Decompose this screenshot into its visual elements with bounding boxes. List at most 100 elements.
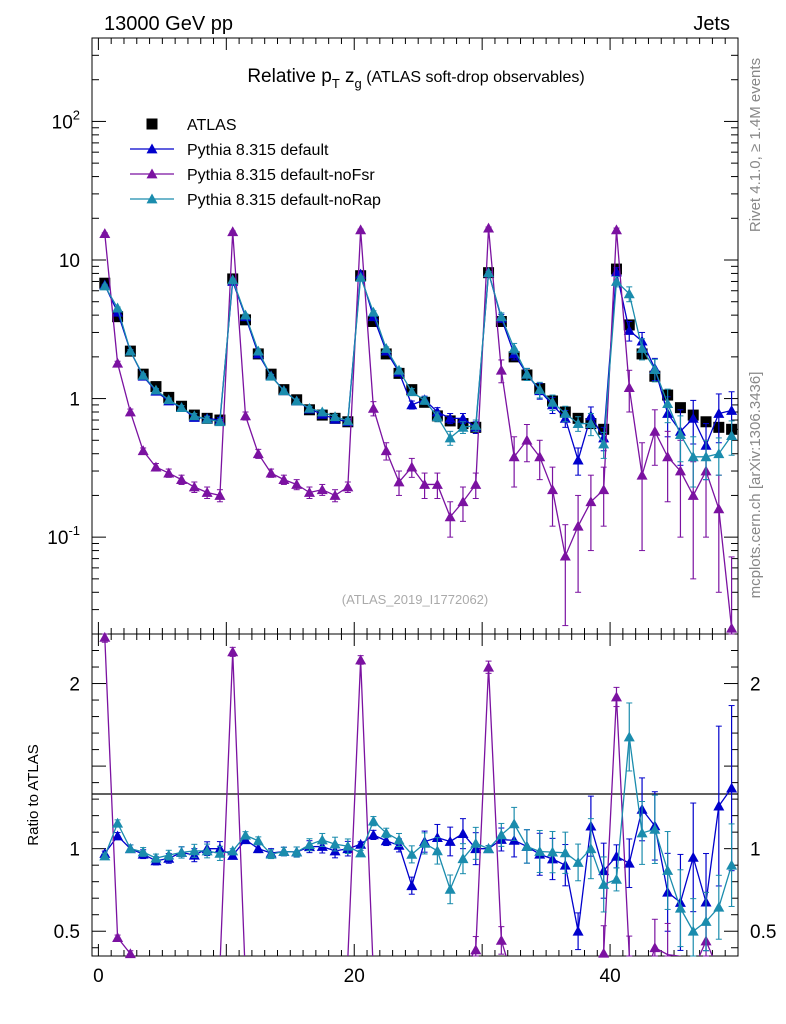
data-point (342, 415, 354, 426)
axis-ticks (92, 37, 739, 956)
data-point (380, 342, 392, 353)
data-point (713, 408, 725, 418)
data-point (201, 486, 213, 497)
ratio-point (534, 845, 546, 856)
ratio-point (406, 848, 418, 859)
ratio-point (598, 947, 610, 958)
data-point (444, 412, 456, 423)
mcplots-label: mcplots.cern.ch [arXiv:1306.3436] (747, 372, 764, 599)
ratio-point (713, 800, 725, 811)
data-point (393, 364, 405, 375)
data-point (406, 399, 418, 410)
x-tick-label: 0 (93, 966, 104, 987)
ratio-point (265, 848, 277, 859)
data-point (636, 342, 648, 353)
ratio-point (278, 846, 290, 856)
data-point (726, 622, 738, 633)
data-point (303, 486, 315, 497)
data-point (99, 228, 111, 239)
data-point (252, 345, 264, 356)
series-2 (99, 222, 738, 959)
data-point (457, 421, 469, 432)
ratio-point (112, 817, 124, 828)
data-point (623, 324, 635, 335)
data-point (227, 274, 239, 285)
data-point (521, 368, 533, 379)
data-point (278, 385, 290, 396)
ratio-point (406, 880, 418, 891)
ratio-point (355, 847, 367, 858)
ratio-point (150, 852, 162, 863)
data-point (124, 406, 136, 417)
ratio-frame (91, 633, 739, 957)
ratio-point (687, 925, 699, 936)
ratio-point (674, 902, 686, 913)
ratio-point (431, 832, 443, 843)
data-point (444, 432, 456, 443)
data-point (713, 503, 725, 514)
data-point (726, 430, 738, 441)
data-point (572, 418, 584, 428)
data-point (572, 520, 584, 531)
data-point (508, 451, 520, 462)
ratio-point (342, 840, 354, 851)
data-point (342, 481, 354, 492)
data-point (240, 410, 252, 421)
ratio-tick-label: 1 (69, 840, 80, 861)
data-point (700, 416, 712, 428)
data-point (137, 445, 149, 456)
ratio-tick-label: 2 (69, 675, 80, 696)
data-point (662, 398, 674, 408)
ratio-point (636, 827, 648, 838)
data-point (214, 416, 226, 427)
data-point (431, 411, 443, 422)
ratio-point (112, 830, 124, 841)
legend-label: Pythia 8.315 default (187, 142, 329, 159)
data-point (137, 369, 149, 380)
ratio-tick-label-right: 1 (750, 840, 761, 861)
data-point (355, 271, 367, 282)
data-point (687, 412, 699, 423)
legend-label: ATLAS (187, 117, 237, 134)
ratio-point (457, 828, 469, 839)
legend-label: Pythia 8.315 default-noRap (187, 192, 381, 209)
data-point (227, 226, 239, 237)
data-point (329, 489, 341, 500)
data-point (176, 474, 188, 485)
data-point (623, 288, 635, 299)
legend-marker (146, 118, 158, 130)
data-point (534, 384, 546, 395)
data-point (598, 438, 610, 449)
data-point (623, 382, 635, 392)
legend-marker (146, 143, 158, 154)
data-point (240, 309, 252, 320)
ratio-point (316, 834, 328, 845)
ratio-point (291, 846, 303, 857)
data-point (150, 384, 162, 395)
y-tick-label: 10 (59, 251, 80, 272)
legend: ATLAS Pythia 8.315 default Pythia 8.315 de… (130, 117, 381, 209)
data-point (176, 402, 188, 413)
legend-marker (146, 193, 158, 204)
data-point (303, 402, 315, 413)
data-point (457, 412, 469, 423)
y-tick-label: 1 (69, 390, 80, 411)
ratio-point (726, 782, 738, 793)
data-point (483, 267, 495, 278)
y-tick-label: 10-1 (47, 523, 80, 549)
ratio-point (431, 845, 443, 856)
data-point (610, 224, 622, 235)
data-point (201, 413, 213, 424)
ratio-line (104, 787, 733, 932)
series-line (104, 228, 733, 629)
data-point (547, 396, 559, 407)
ratio-tick-label-right: 0.5 (750, 922, 776, 943)
data-point (188, 410, 200, 421)
data-point (457, 496, 469, 507)
ratio-point (329, 838, 341, 849)
y-tick-label: 102 (52, 107, 80, 133)
data-point (265, 370, 277, 381)
data-point (163, 394, 175, 405)
ratio-point (649, 823, 661, 834)
